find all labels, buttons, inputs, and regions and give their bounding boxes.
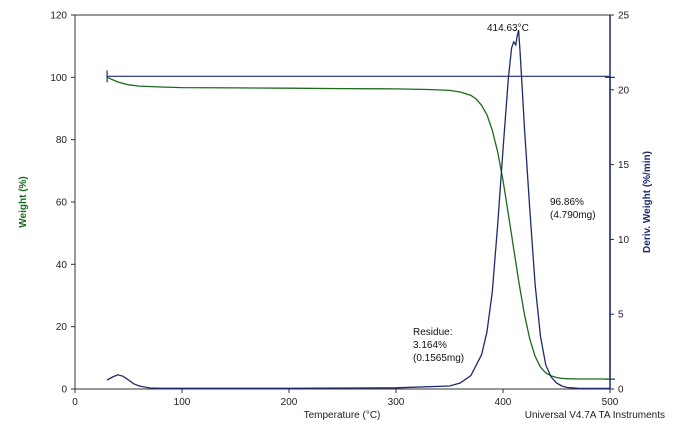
x-tick-label: 200 (281, 397, 298, 408)
y-right-axis-title: Deriv. Weight (%/min) (642, 151, 653, 253)
y-right-tick-label: 0 (618, 385, 624, 396)
x-tick-label: 100 (174, 397, 191, 408)
series-line-weight (106, 76, 610, 380)
y-left-axis-title: Weight (%) (18, 176, 29, 227)
series-line-deriv (106, 29, 610, 390)
x-tick-label: 0 (72, 397, 78, 408)
y-right-axis-ticks: 0 5 10 15 20 25 (610, 11, 630, 396)
x-tick-label: 300 (388, 397, 405, 408)
y-right-tick-label: 20 (618, 85, 630, 96)
x-tick-label: 500 (602, 397, 619, 408)
y-left-tick-label: 100 (50, 73, 67, 84)
reference-lines (106, 70, 615, 380)
y-right-tick-label: 25 (618, 11, 630, 22)
y-right-tick-label: 5 (618, 310, 624, 321)
x-axis-title: Temperature (°C) (304, 410, 381, 421)
loss-percent-label: 96.86% (550, 197, 584, 208)
x-axis-ticks: 0 100 200 300 400 500 (72, 389, 619, 408)
residue-title: Residue: (413, 327, 452, 338)
y-left-tick-label: 120 (50, 11, 67, 22)
instrument-footer: Universal V4.7A TA Instruments (525, 410, 665, 421)
residue-mg-label: (0.1565mg) (413, 353, 464, 364)
y-right-tick-label: 10 (618, 235, 630, 246)
y-right-tick-label: 15 (618, 160, 630, 171)
y-left-tick-label: 0 (61, 385, 67, 396)
residue-percent-label: 3.164% (413, 340, 447, 351)
peak-label: 414.63°C (487, 23, 529, 34)
y-left-tick-label: 60 (56, 198, 68, 209)
x-tick-label: 400 (495, 397, 512, 408)
y-left-tick-label: 80 (56, 135, 68, 146)
y-left-axis-ticks: 0 20 40 60 80 100 120 (50, 11, 75, 396)
y-left-tick-label: 40 (56, 260, 68, 271)
loss-mg-label: (4.790mg) (550, 210, 596, 221)
y-left-tick-label: 20 (56, 322, 68, 333)
